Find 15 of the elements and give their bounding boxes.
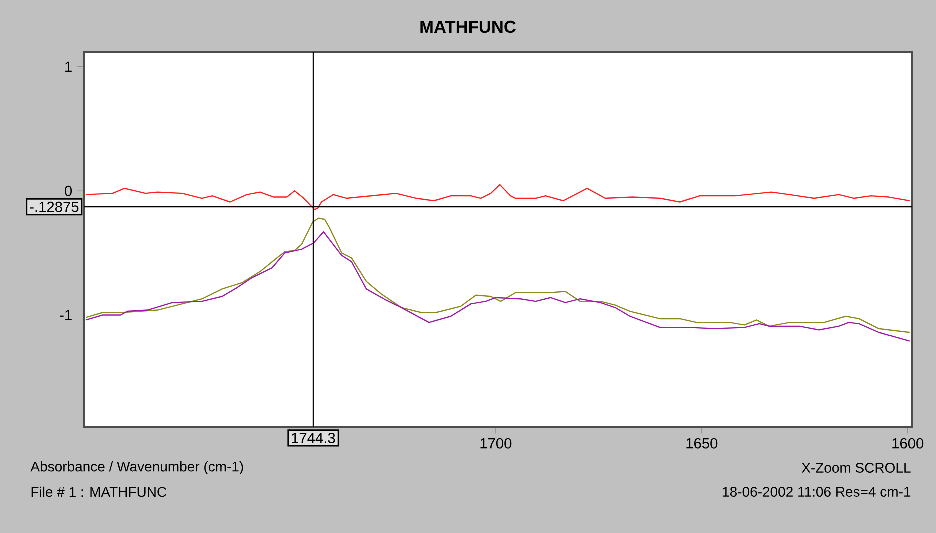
y-tick-label: -1 [60, 310, 72, 320]
ref-line-label: -.12875 [30, 202, 79, 212]
x-tick-label: 1600 [892, 438, 924, 449]
ref-line-label: 1744.3 [292, 433, 336, 444]
y-tick-label: 0 [65, 186, 72, 196]
text: 18-06-2002 11:06 Res=4 cm-1 [723, 487, 911, 497]
line-series [85, 218, 911, 334]
line-series [85, 231, 911, 342]
x-tick-label: 1650 [686, 438, 718, 449]
text: File # 1 : MATHFUNC [32, 486, 167, 498]
y-tick-label: 1 [66, 62, 72, 72]
text: X-Zoom SCROLL [802, 463, 911, 473]
x-tick-label: 1700 [480, 438, 512, 449]
x-axis-title: Absorbance / Wavenumber (cm-1) [30, 461, 244, 475]
chart-title: MATHFUNC [420, 20, 516, 34]
